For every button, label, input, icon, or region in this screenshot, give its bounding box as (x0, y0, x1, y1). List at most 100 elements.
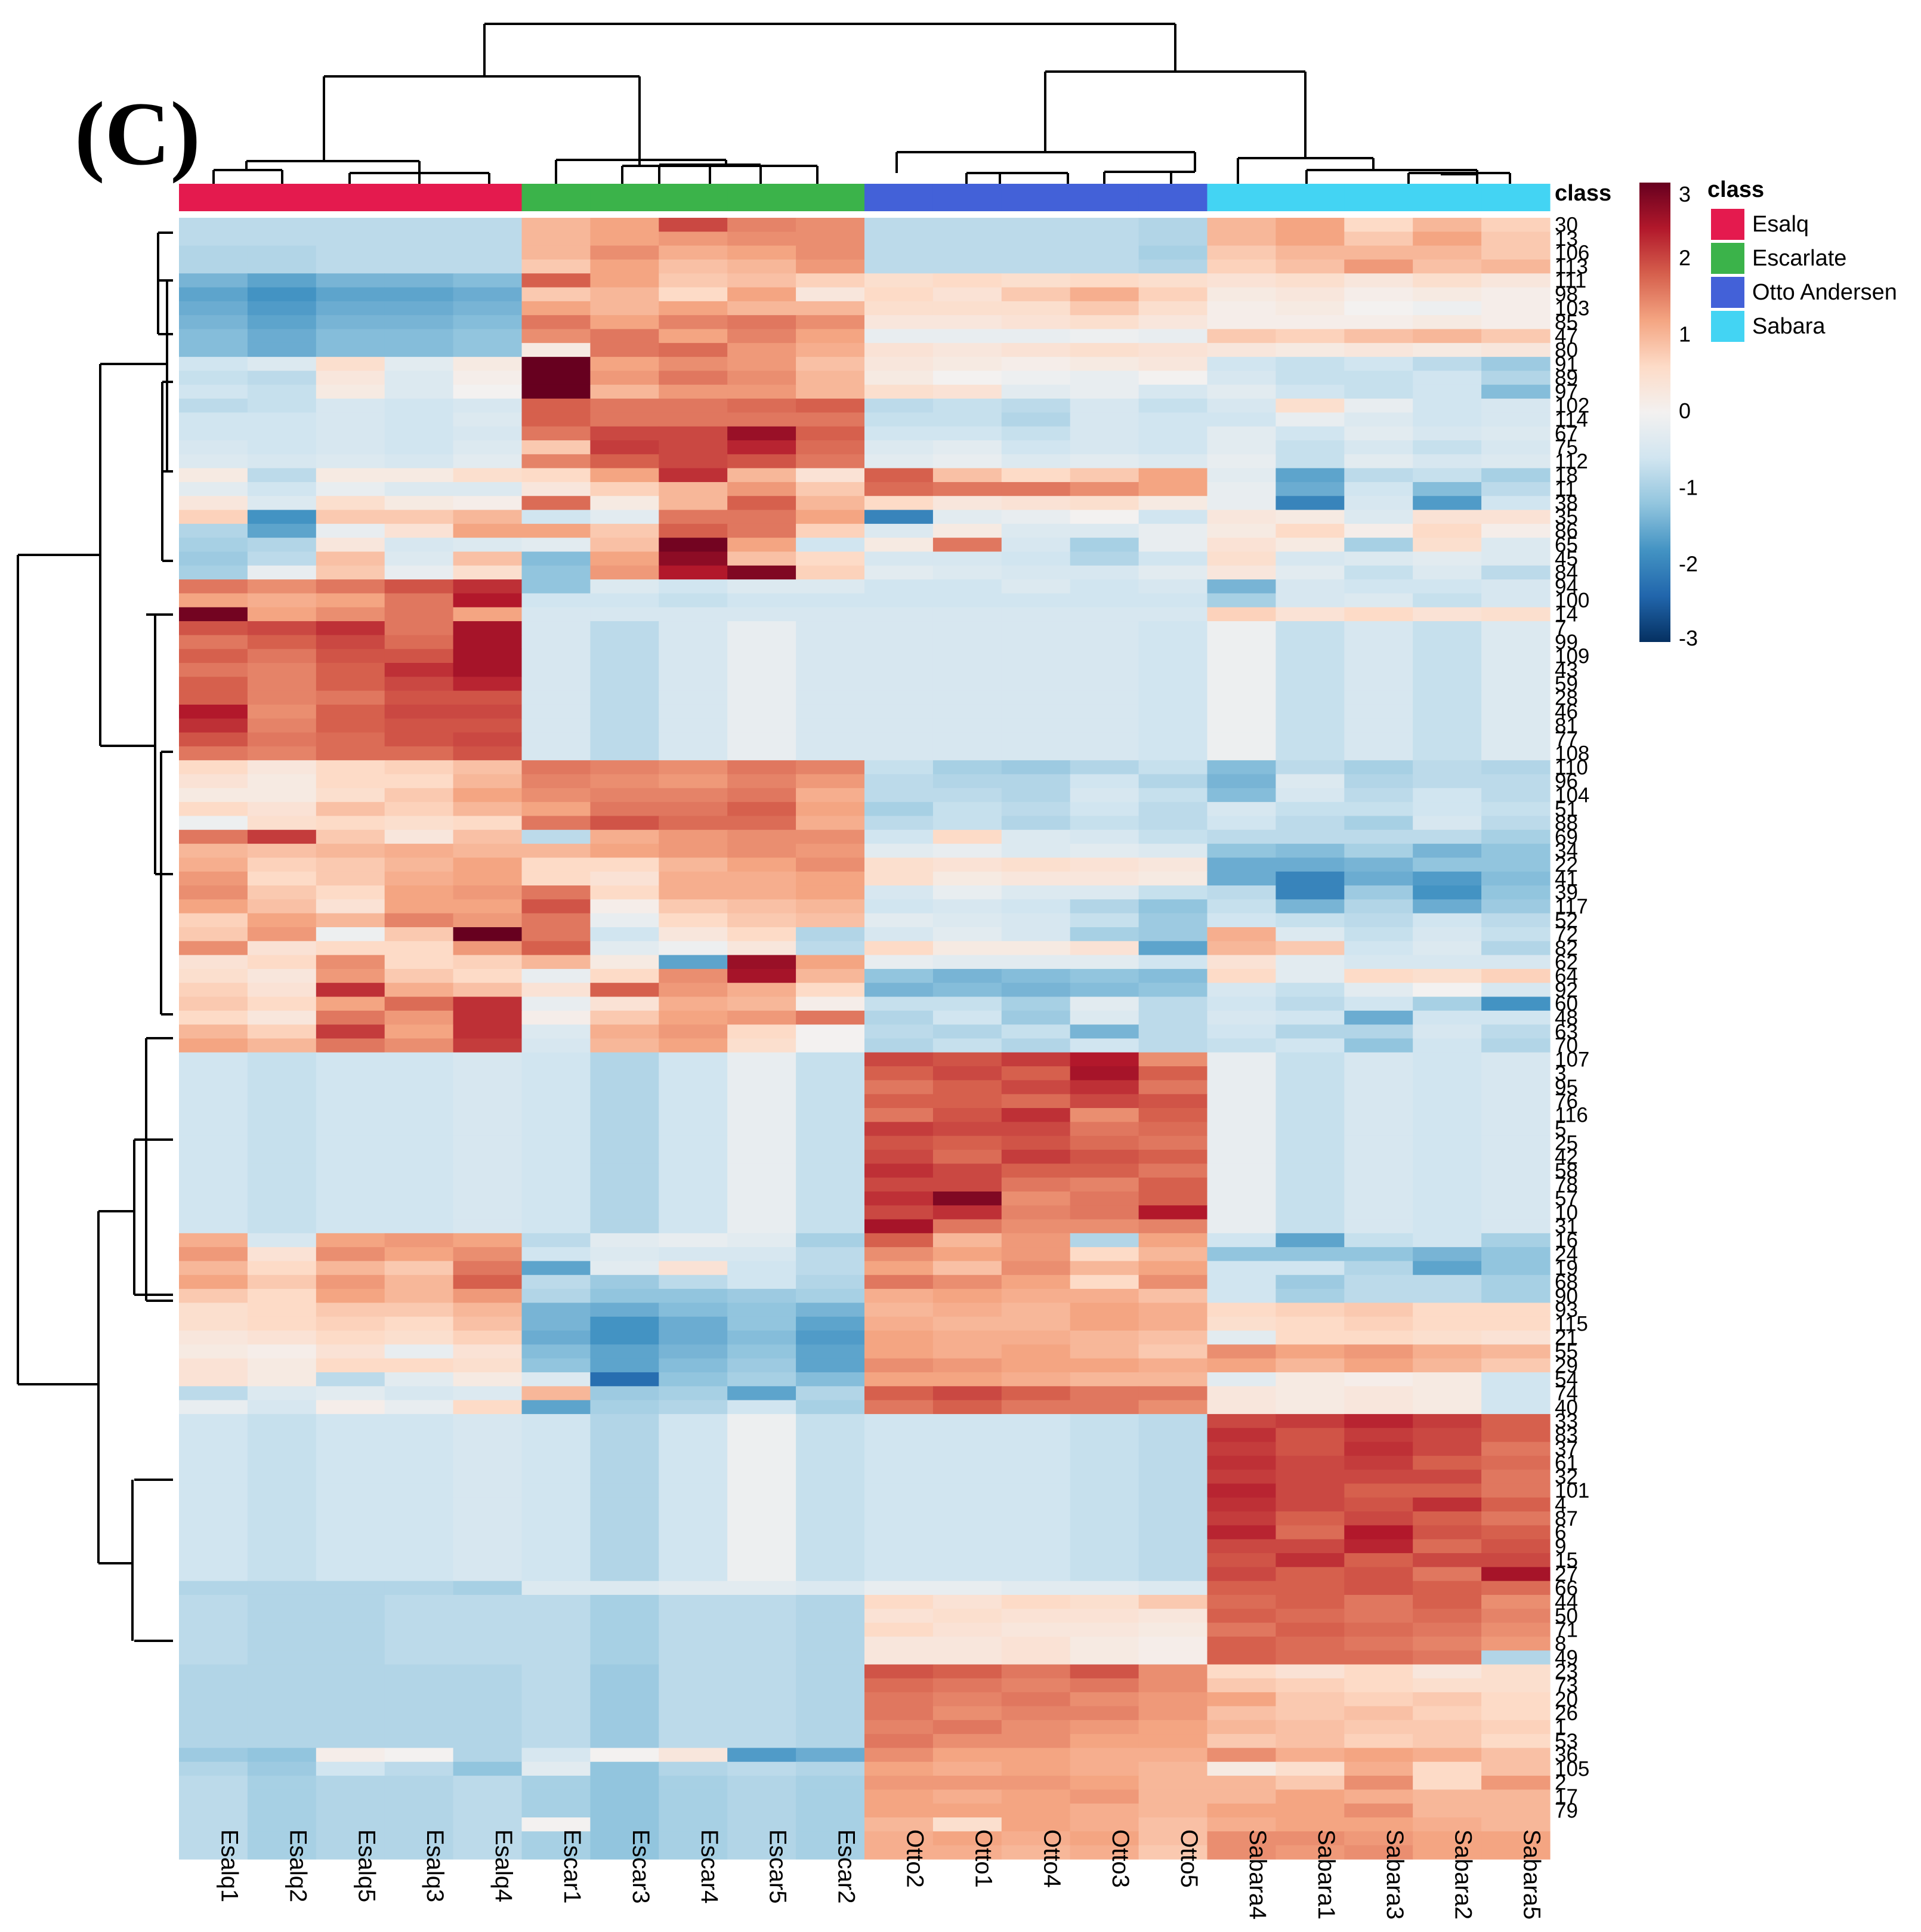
heatmap-cell (1138, 690, 1208, 705)
heatmap-cell (521, 440, 591, 455)
heatmap-cell (1481, 927, 1551, 942)
heatmap-cell (1138, 1664, 1208, 1679)
heatmap-cell (864, 1622, 934, 1637)
heatmap-cell (659, 1247, 728, 1262)
heatmap-cell (1138, 384, 1208, 399)
heatmap-cell (316, 1303, 385, 1317)
heatmap-cell (1481, 551, 1551, 566)
heatmap-cell (1413, 1372, 1482, 1387)
heatmap-cell (796, 1080, 865, 1095)
heatmap-cell (932, 1344, 1002, 1359)
heatmap-cell (453, 788, 523, 803)
heatmap-cell (590, 232, 659, 246)
class-bar-cell (1070, 184, 1139, 211)
row-label: 47 (1555, 325, 1578, 348)
heatmap-cell (932, 1219, 1002, 1234)
heatmap-cell (179, 1803, 248, 1818)
heatmap-cell (1275, 1761, 1345, 1776)
heatmap-cell (1275, 885, 1345, 900)
heatmap-cell (316, 399, 385, 413)
heatmap-cell (1413, 440, 1482, 455)
heatmap-cell (1275, 1024, 1345, 1039)
heatmap-cell (590, 1497, 659, 1512)
heatmap-cell (864, 1066, 934, 1081)
heatmap-cell (247, 1776, 317, 1790)
heatmap-cell (1481, 565, 1551, 580)
heatmap-cell (1481, 538, 1551, 553)
heatmap-cell (1481, 1400, 1551, 1415)
heatmap-cell (1344, 1372, 1413, 1387)
heatmap-cell (864, 1094, 934, 1109)
row-label: 19 (1555, 1257, 1578, 1280)
heatmap-cell (1344, 1748, 1413, 1763)
heatmap-cell (864, 1428, 934, 1443)
heatmap-cell (1275, 538, 1345, 553)
heatmap-cell (727, 1261, 796, 1276)
heatmap-cell (1344, 1122, 1413, 1137)
heatmap-cell (659, 802, 728, 817)
heatmap-cell (932, 1442, 1002, 1456)
heatmap-cell (727, 1720, 796, 1735)
heatmap-cell (1207, 1274, 1276, 1289)
heatmap-cell (316, 1094, 385, 1109)
heatmap-cell (932, 1149, 1002, 1164)
heatmap-cell (384, 218, 454, 232)
heatmap-cell (247, 927, 317, 942)
heatmap-cell (1207, 1567, 1276, 1582)
heatmap-cell (1138, 273, 1208, 288)
heatmap-cell (1138, 927, 1208, 942)
heatmap-cell (1344, 621, 1413, 635)
heatmap-cell (1413, 1149, 1482, 1164)
heatmap-cell (384, 718, 454, 733)
heatmap-cell (727, 941, 796, 956)
row-label: 97 (1555, 380, 1578, 403)
heatmap-cell (453, 1748, 523, 1763)
heatmap-cell (864, 1483, 934, 1498)
heatmap-cell (727, 1776, 796, 1790)
heatmap-cell (1481, 1386, 1551, 1401)
heatmap-cell (179, 1470, 248, 1485)
heatmap-cell (1138, 1080, 1208, 1095)
heatmap-cell (247, 412, 317, 427)
heatmap-cell (796, 1706, 865, 1721)
heatmap-cell (1070, 1664, 1139, 1679)
heatmap-cell (796, 1442, 865, 1456)
heatmap-cell (179, 1094, 248, 1109)
heatmap-cell (796, 273, 865, 288)
heatmap-cell (384, 1191, 454, 1206)
heatmap-cell (727, 1122, 796, 1137)
heatmap-cell (796, 1511, 865, 1526)
heatmap-cell (1344, 510, 1413, 524)
heatmap-cell (1413, 259, 1482, 274)
row-label: 85 (1555, 311, 1578, 334)
heatmap-cell (521, 1205, 591, 1220)
heatmap-cell (1070, 844, 1139, 858)
heatmap-cell (316, 523, 385, 538)
heatmap-cell (1344, 927, 1413, 942)
heatmap-cell (659, 1692, 728, 1707)
heatmap-cell (179, 1483, 248, 1498)
heatmap-cell (1207, 955, 1276, 970)
heatmap-cell (932, 899, 1002, 914)
heatmap-cell (1481, 232, 1551, 246)
heatmap-cell (932, 1650, 1002, 1665)
heatmap-cell (590, 259, 659, 274)
heatmap-cell (590, 1636, 659, 1651)
heatmap-cell (453, 746, 523, 761)
heatmap-cell (659, 1789, 728, 1804)
heatmap-cell (932, 635, 1002, 650)
heatmap-cell (316, 1219, 385, 1234)
heatmap-cell (1413, 1094, 1482, 1109)
heatmap-cell (1413, 1108, 1482, 1122)
row-label: 106 (1555, 241, 1589, 264)
heatmap-cell (1275, 1122, 1345, 1137)
heatmap-cell (932, 399, 1002, 413)
heatmap-cell (453, 927, 523, 942)
heatmap-cell (1413, 1413, 1482, 1428)
heatmap-cell (1413, 399, 1482, 413)
heatmap-cell (1070, 718, 1139, 733)
heatmap-cell (1275, 844, 1345, 858)
heatmap-cell (1001, 1776, 1071, 1790)
heatmap-cell (796, 357, 865, 372)
heatmap-cell (247, 871, 317, 886)
